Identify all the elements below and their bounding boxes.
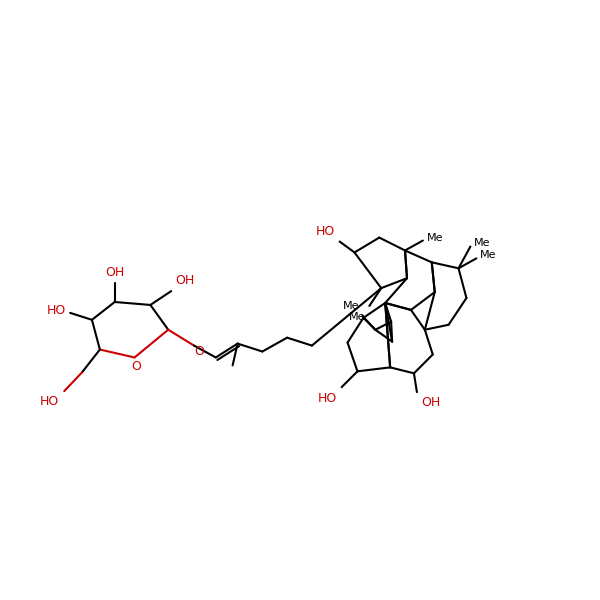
Text: Me: Me [343, 301, 359, 311]
Text: HO: HO [316, 224, 335, 238]
Text: Me: Me [349, 312, 365, 322]
Text: Me: Me [475, 238, 491, 248]
Text: Me: Me [427, 233, 443, 242]
Text: OH: OH [105, 266, 124, 279]
Text: Me: Me [481, 250, 497, 260]
Text: HO: HO [40, 395, 59, 408]
Text: O: O [194, 345, 204, 358]
Text: O: O [131, 360, 142, 373]
Text: OH: OH [421, 396, 440, 409]
Text: HO: HO [317, 392, 337, 405]
Text: OH: OH [175, 274, 194, 287]
Text: HO: HO [47, 304, 66, 317]
